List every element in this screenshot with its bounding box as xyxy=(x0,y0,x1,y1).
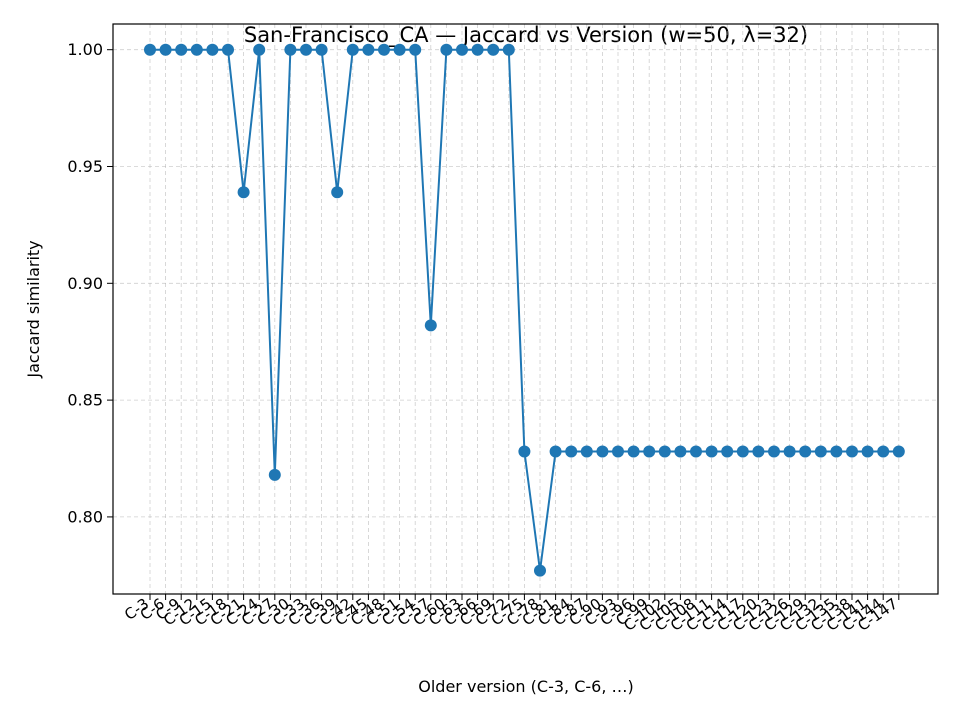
data-point xyxy=(159,43,172,56)
data-point xyxy=(409,43,422,56)
y-tick-label: 0.80 xyxy=(67,507,103,526)
data-point xyxy=(580,445,593,458)
data-point xyxy=(768,445,780,458)
data-point xyxy=(674,445,687,458)
data-point xyxy=(830,445,843,458)
data-point xyxy=(487,43,500,56)
data-point xyxy=(222,43,234,56)
y-axis: 0.80 0.85 0.90 0.95 1.00 xyxy=(67,40,113,526)
chart-title: San-Francisco_CA — Jaccard vs Version (w… xyxy=(244,23,808,48)
data-point xyxy=(190,43,203,56)
data-point xyxy=(284,43,297,56)
data-point xyxy=(346,43,359,56)
data-point xyxy=(518,445,531,458)
y-tick-label: 1.00 xyxy=(67,40,103,59)
data-point xyxy=(658,445,671,458)
grid xyxy=(113,24,938,594)
y-axis-label: Jaccard similarity xyxy=(24,240,43,378)
data-point xyxy=(612,445,624,458)
data-point xyxy=(424,319,437,332)
series xyxy=(144,43,905,577)
data-point xyxy=(440,43,453,56)
data-point xyxy=(877,445,890,458)
data-point xyxy=(783,445,796,458)
data-point xyxy=(721,445,734,458)
data-point xyxy=(237,186,250,199)
data-point xyxy=(393,43,406,56)
data-point xyxy=(690,445,702,458)
data-point xyxy=(627,445,640,458)
data-point xyxy=(814,445,827,458)
y-tick-label: 0.95 xyxy=(67,157,103,176)
series-line xyxy=(150,48,899,572)
data-point xyxy=(846,445,858,458)
data-point xyxy=(596,445,609,458)
data-point xyxy=(362,43,375,56)
data-point xyxy=(331,186,344,199)
data-point xyxy=(861,445,874,458)
data-point xyxy=(549,445,562,458)
y-tick-label: 0.90 xyxy=(67,274,103,293)
data-point xyxy=(253,43,266,56)
data-point xyxy=(534,564,546,577)
data-point xyxy=(643,445,656,458)
data-point xyxy=(315,43,328,56)
data-point xyxy=(736,445,749,458)
data-point xyxy=(471,43,484,56)
data-point xyxy=(502,43,515,56)
data-point xyxy=(378,43,390,56)
x-axis-label: Older version (C-3, C-6, …) xyxy=(418,677,633,696)
data-point xyxy=(565,445,578,458)
x-axis: C-3C-6C-9C-12C-15C-18C-21C-24C-27C-30C-3… xyxy=(121,594,901,635)
data-point xyxy=(268,468,281,481)
data-point xyxy=(799,445,812,458)
y-tick-label: 0.85 xyxy=(67,391,103,410)
data-point xyxy=(705,445,718,458)
data-point xyxy=(752,445,765,458)
data-point xyxy=(892,445,905,458)
data-point xyxy=(300,43,312,56)
data-point xyxy=(206,43,219,56)
data-point xyxy=(175,43,188,56)
plot-frame xyxy=(112,23,939,595)
data-point xyxy=(456,43,468,56)
data-point xyxy=(144,43,156,56)
